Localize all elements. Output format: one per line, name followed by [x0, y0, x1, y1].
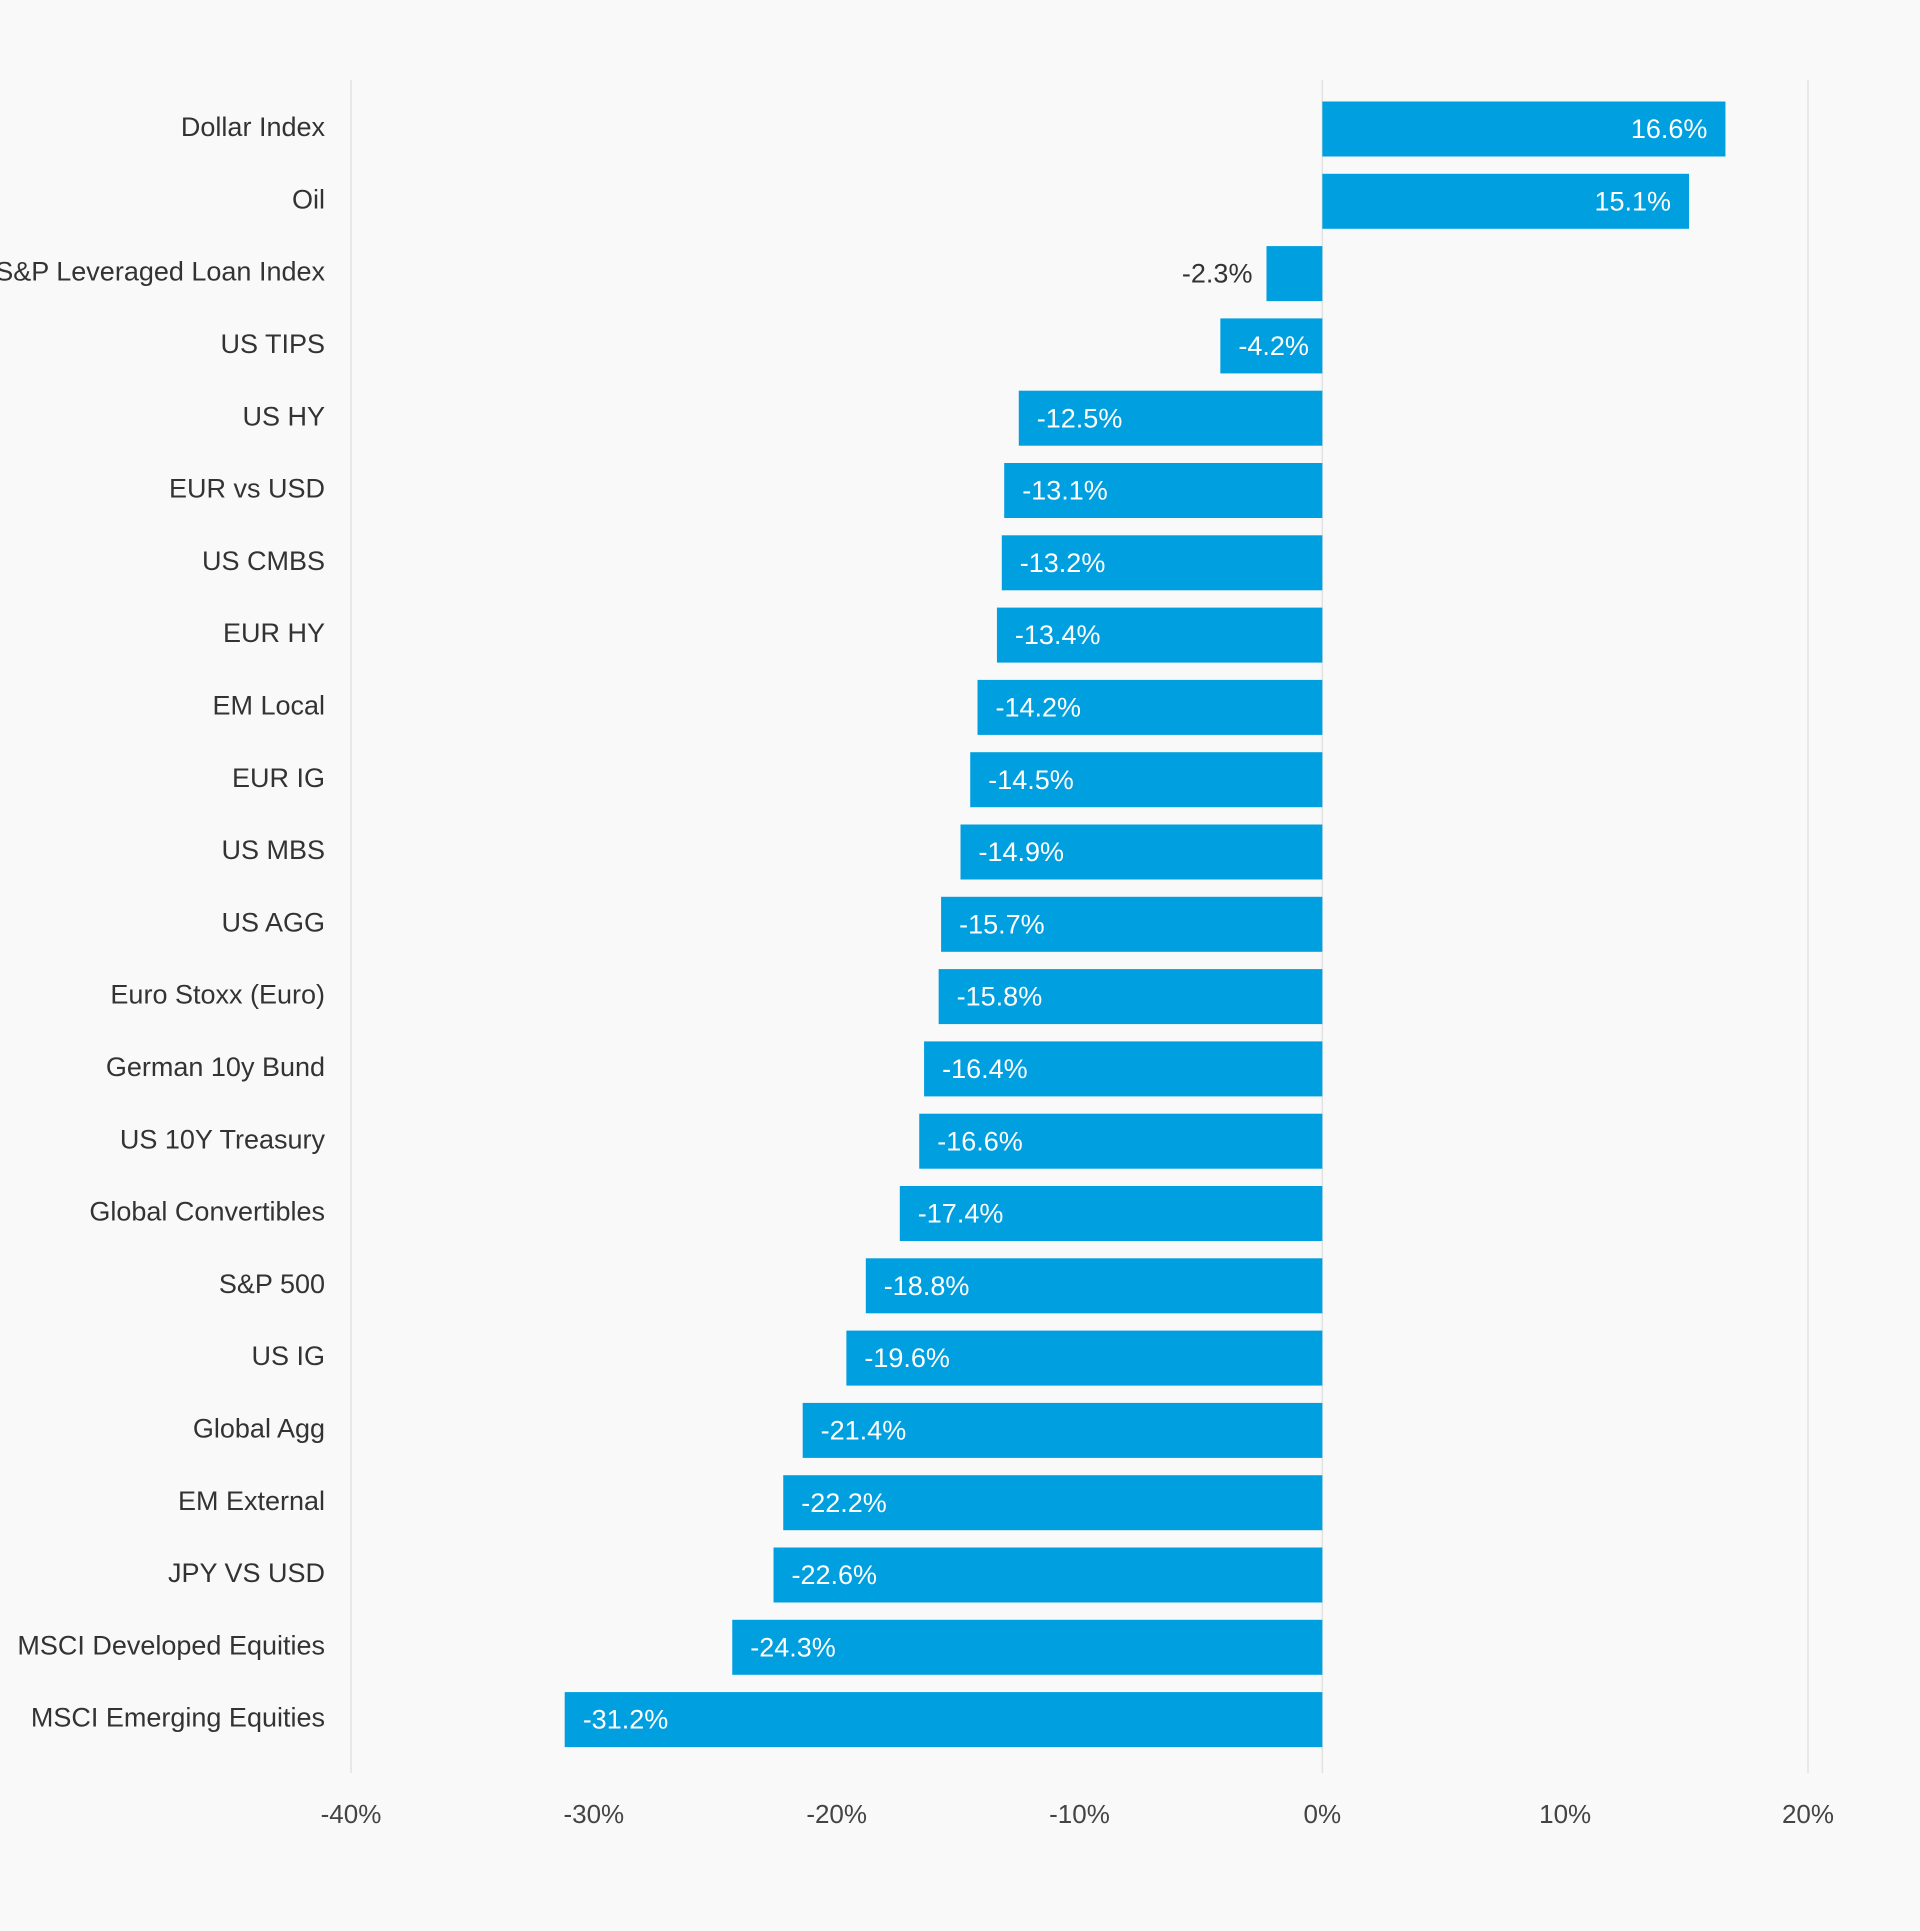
category-label: EM Local: [212, 691, 325, 721]
category-label: Oil: [292, 184, 325, 214]
category-label: MSCI Emerging Equities: [31, 1703, 325, 1733]
category-label: US AGG: [221, 907, 325, 937]
value-label: -18.8%: [884, 1271, 970, 1301]
category-label: EM External: [178, 1486, 325, 1516]
bar: [1004, 463, 1323, 518]
value-label: -12.5%: [1037, 403, 1123, 433]
category-label: German 10y Bund: [106, 1052, 325, 1082]
x-tick-label: 0%: [1304, 1799, 1342, 1829]
value-label: -2.3%: [1182, 259, 1253, 289]
bar: [970, 752, 1323, 808]
value-label: -14.9%: [979, 837, 1065, 867]
category-label: S&P Leveraged Loan Index: [0, 257, 325, 287]
value-label: 16.6%: [1631, 114, 1708, 144]
value-label: 15.1%: [1594, 186, 1671, 216]
bar: [802, 1402, 1323, 1458]
value-label: -31.2%: [583, 1705, 669, 1735]
value-label: -17.4%: [918, 1199, 1004, 1229]
bar: [1001, 535, 1323, 591]
category-label: US CMBS: [202, 546, 325, 576]
x-tick-label: -30%: [563, 1799, 624, 1829]
bar: [919, 1113, 1323, 1169]
bar: [977, 679, 1323, 735]
bar: [865, 1258, 1323, 1314]
bar: [1220, 318, 1323, 374]
value-label: -22.2%: [801, 1488, 887, 1518]
category-label: US HY: [242, 401, 325, 431]
x-tick-label: -10%: [1049, 1799, 1110, 1829]
bar: [846, 1330, 1323, 1386]
value-label: -15.7%: [959, 909, 1045, 939]
x-tick-label: -40%: [321, 1799, 382, 1829]
value-label: -13.2%: [1020, 548, 1106, 578]
value-label: -15.8%: [957, 982, 1043, 1012]
category-label: EUR IG: [232, 763, 325, 793]
bar: [924, 1041, 1323, 1097]
value-label: -19.6%: [864, 1343, 950, 1373]
category-label: S&P 500: [219, 1269, 325, 1299]
bar: [1266, 246, 1323, 302]
x-tick-label: 20%: [1782, 1799, 1834, 1829]
bar: [1322, 101, 1726, 157]
bar: [732, 1619, 1323, 1675]
bar: [1322, 173, 1690, 229]
category-label: US 10Y Treasury: [120, 1124, 326, 1154]
value-label: -13.4%: [1015, 620, 1101, 650]
bar: [938, 969, 1323, 1025]
bar: [960, 824, 1323, 880]
x-tick-label: 10%: [1539, 1799, 1591, 1829]
bar: [996, 607, 1323, 663]
category-label: US MBS: [221, 835, 325, 865]
bar: [941, 896, 1323, 952]
category-label: US TIPS: [220, 329, 325, 359]
value-label: -16.6%: [937, 1126, 1023, 1156]
value-label: -14.5%: [988, 765, 1074, 795]
value-label: -16.4%: [942, 1054, 1028, 1084]
x-tick-label: -20%: [806, 1799, 867, 1829]
category-label: Euro Stoxx (Euro): [110, 980, 325, 1010]
bar: [564, 1692, 1323, 1748]
value-label: -24.3%: [750, 1632, 836, 1662]
value-label: -22.6%: [792, 1560, 878, 1590]
value-label: -13.1%: [1022, 476, 1108, 506]
bar: [1018, 390, 1323, 446]
category-label: EUR HY: [223, 618, 325, 648]
category-label: EUR vs USD: [169, 474, 325, 504]
value-label: -14.2%: [996, 693, 1082, 723]
bar: [783, 1475, 1323, 1531]
value-label: -21.4%: [821, 1416, 907, 1446]
bar: [773, 1547, 1323, 1603]
category-label: Dollar Index: [181, 112, 326, 142]
category-label: US IG: [251, 1341, 325, 1371]
category-label: MSCI Developed Equities: [17, 1630, 325, 1660]
value-label: -4.2%: [1238, 331, 1309, 361]
category-label: Global Convertibles: [89, 1197, 325, 1227]
category-label: JPY VS USD: [168, 1558, 325, 1588]
bar: [899, 1186, 1323, 1241]
category-label: Global Agg: [193, 1414, 325, 1444]
